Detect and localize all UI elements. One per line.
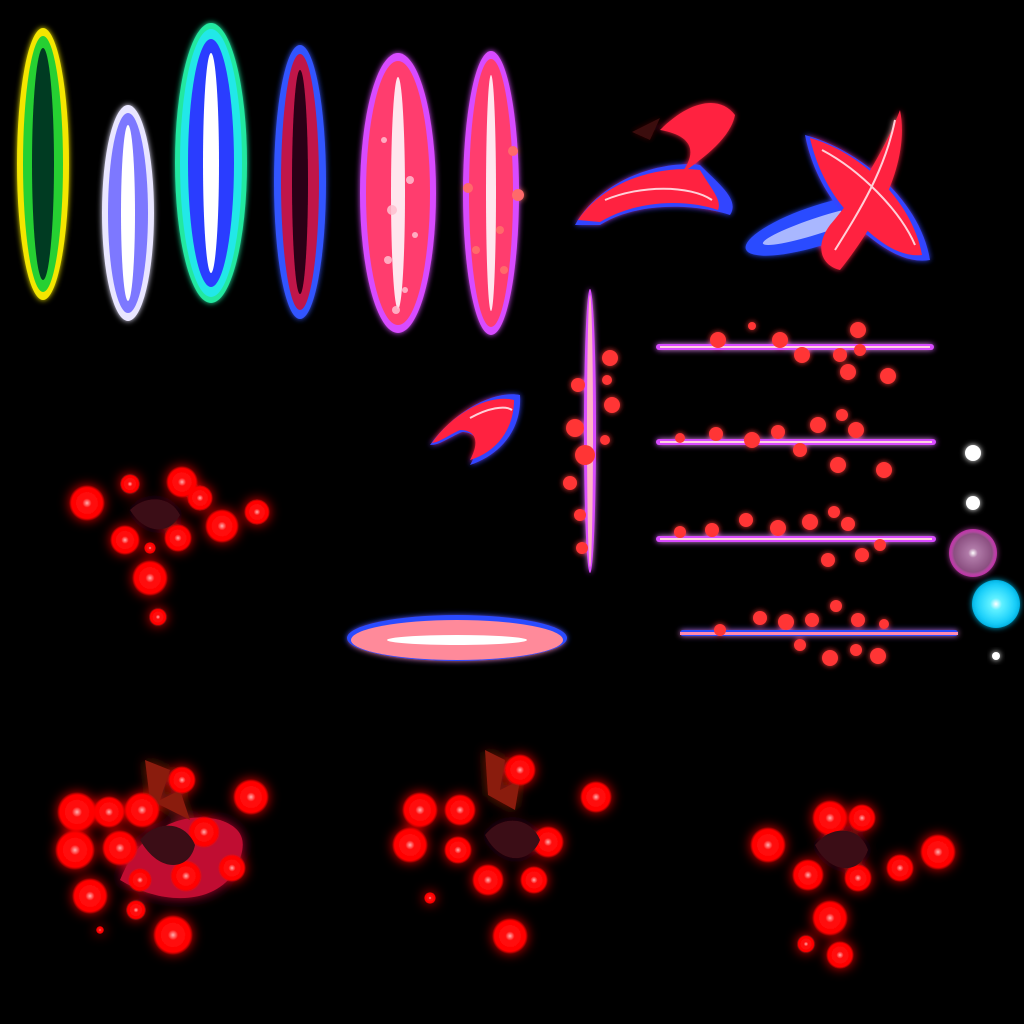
small-crescent-slash — [430, 394, 521, 465]
ember-line-vertical — [563, 289, 620, 573]
blade-trail-blue-crimson — [274, 45, 326, 319]
blade-trails — [17, 23, 524, 335]
white-dot-large — [965, 445, 981, 461]
ember-line-horizontal-3 — [656, 506, 936, 567]
ember-lines — [563, 289, 958, 666]
blade-trail-cyan-blue — [175, 23, 247, 303]
ember-line-horizontal-1 — [656, 322, 934, 384]
blade-trail-pink-magenta — [360, 53, 436, 333]
ember-line-horizontal-2 — [656, 409, 936, 478]
blood-bursts — [55, 466, 956, 969]
white-dot-small — [992, 652, 1000, 660]
blade-trail-green-yellow — [17, 28, 69, 300]
violet-orb — [949, 529, 997, 577]
orbs — [949, 445, 1020, 660]
cyan-orb — [972, 580, 1020, 628]
crescent-slash-red — [575, 103, 735, 225]
blade-trail-lavender — [102, 105, 154, 321]
crescent-slashes — [430, 103, 930, 465]
flat-flash-ellipse — [347, 615, 567, 661]
blood-burst-medium — [392, 750, 612, 954]
ember-line-horizontal-4 — [680, 600, 958, 666]
x-slash-red-blue — [745, 110, 930, 270]
blade-trail-pink-ember — [463, 51, 524, 335]
blood-burst-fading — [750, 800, 956, 969]
white-dot-medium — [966, 496, 980, 510]
blood-burst-small — [69, 466, 270, 626]
blood-burst-large — [55, 760, 269, 955]
